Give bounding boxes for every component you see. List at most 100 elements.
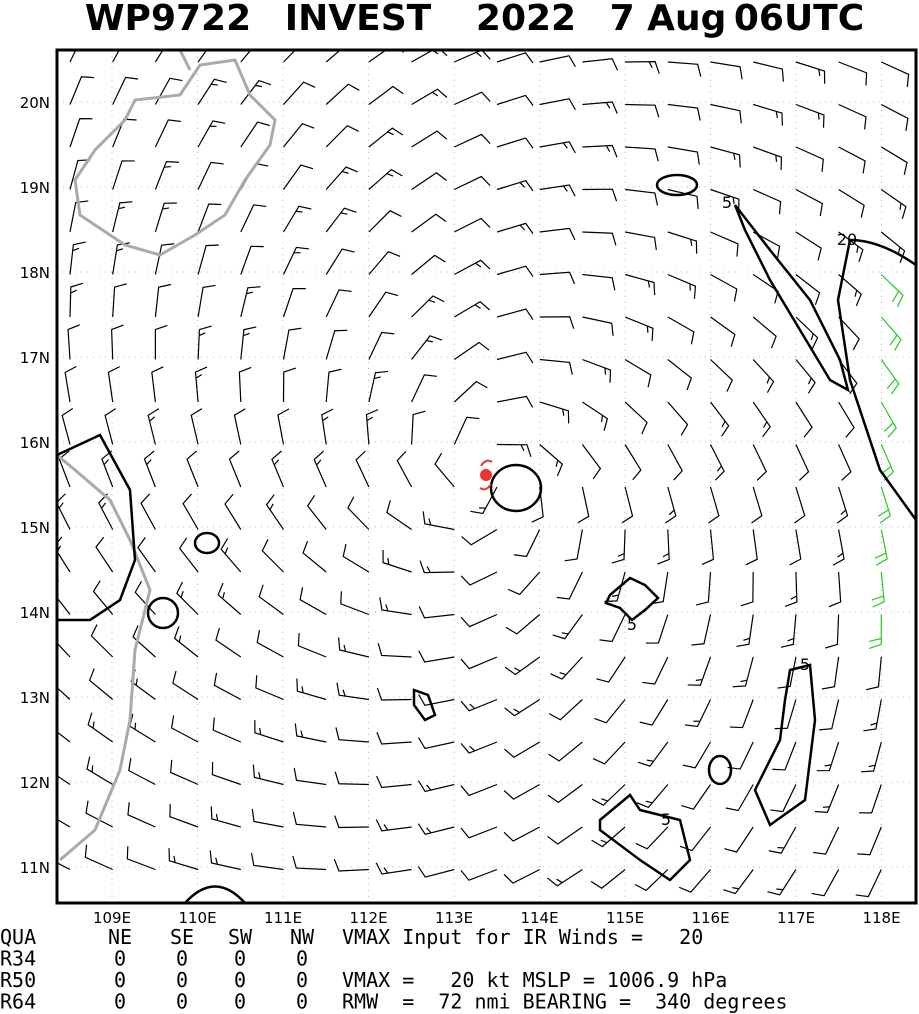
wind-barb: [271, 450, 285, 488]
wind-barb: [795, 188, 824, 217]
wind-barb: [453, 380, 488, 403]
wind-barb: [325, 368, 342, 403]
wind-barb: [154, 202, 177, 233]
wind-barb: [539, 98, 576, 111]
wind-barb: [732, 656, 754, 688]
wind-barb: [635, 826, 669, 850]
wind-barb: [460, 783, 498, 797]
wind-barb: [282, 287, 306, 318]
wind-barb: [507, 571, 541, 596]
wind-barb: [340, 591, 370, 616]
title-part: 2022: [476, 0, 576, 39]
lat-label: 12N: [20, 774, 50, 792]
wind-barb: [795, 359, 816, 394]
wind-barb: [178, 537, 199, 573]
wind-barb: [417, 823, 455, 836]
wind-barb: [789, 529, 802, 566]
wind-barb: [336, 682, 369, 701]
table-cell: 0: [234, 947, 246, 971]
wind-barb: [112, 118, 137, 148]
wind-barb: [296, 678, 327, 701]
wind-barb: [240, 286, 261, 318]
wind-barb: [838, 274, 862, 307]
wind-barb: [172, 670, 199, 701]
wind-barb: [819, 699, 840, 731]
wind-barb: [355, 450, 370, 488]
wind-barb: [292, 811, 327, 828]
wind-barb: [710, 188, 740, 212]
wind-barb: [496, 351, 534, 364]
wind-barb: [240, 326, 257, 360]
wind-barb: [816, 741, 840, 772]
wind-barb: [795, 401, 813, 438]
wind-barb: [368, 291, 399, 318]
wind-barb: [710, 401, 730, 437]
wind-barb: [422, 511, 455, 531]
wind-barb: [169, 759, 199, 786]
wind-barb: [282, 327, 302, 360]
wind-barb: [667, 61, 702, 77]
wind-barb: [386, 500, 412, 530]
wind-barb: [667, 273, 697, 299]
wind-barb: [325, 289, 352, 318]
wind-barb: [454, 133, 491, 148]
wind-barb: [240, 121, 270, 148]
wind-barb: [169, 804, 199, 828]
wind-barb: [418, 650, 455, 663]
wind-barb: [342, 544, 370, 573]
wind-barb: [313, 450, 327, 488]
wind-barb: [725, 784, 754, 812]
contour-label: 5: [800, 655, 810, 674]
wind-barb: [168, 848, 199, 871]
wind-barb: [881, 61, 910, 88]
lon-label: 111E: [264, 909, 302, 927]
row-label: R50: [0, 968, 36, 992]
wind-barb: [531, 486, 544, 523]
wind-barb: [170, 715, 199, 743]
wind-barb: [197, 284, 216, 318]
table-cell: 0: [176, 990, 188, 1014]
wind-barb: [57, 774, 71, 785]
wind-barb: [128, 758, 156, 786]
wind-barb: [625, 61, 660, 74]
wind-barb: [596, 656, 626, 683]
wind-barb: [283, 122, 315, 148]
wind-barb: [710, 273, 738, 302]
table-note: VMAX Input for IR Winds = 20: [342, 925, 703, 949]
wind-barb: [197, 244, 219, 275]
wind-barb: [582, 231, 617, 246]
wind-barb: [752, 188, 782, 215]
wind-barb: [869, 614, 882, 650]
wind-barb: [112, 76, 139, 105]
wind-barb: [777, 656, 797, 689]
table-cell: 0: [296, 947, 308, 971]
wind-barb: [224, 493, 242, 530]
wind-barb: [539, 141, 576, 154]
wind-barb: [667, 188, 699, 210]
wind-barb: [69, 50, 77, 63]
wind-barb: [838, 188, 865, 218]
wind-barb: [325, 83, 360, 105]
wind-barb: [838, 444, 852, 481]
wind-barb: [611, 529, 626, 564]
wind-barb: [154, 283, 172, 318]
wind-barb: [496, 222, 534, 235]
wind-barb: [212, 717, 242, 743]
lat-label: 13N: [20, 689, 50, 707]
wind-barb: [112, 201, 133, 233]
wind-barb: [621, 486, 634, 524]
wind-barb: [624, 231, 657, 251]
table-cell: NW: [290, 925, 315, 949]
wind-barb: [365, 409, 379, 445]
wind-barb: [282, 205, 312, 233]
wind-barb: [213, 672, 242, 701]
wind-barb: [795, 274, 821, 306]
wind-barb: [126, 846, 156, 871]
wind-barb: [240, 204, 267, 233]
lon-label: 110E: [178, 909, 216, 927]
wind-barb: [679, 826, 711, 852]
wind-barb: [710, 61, 743, 80]
wind-barb: [724, 826, 754, 853]
wind-barb: [539, 184, 576, 197]
lat-label: 19N: [20, 179, 50, 197]
